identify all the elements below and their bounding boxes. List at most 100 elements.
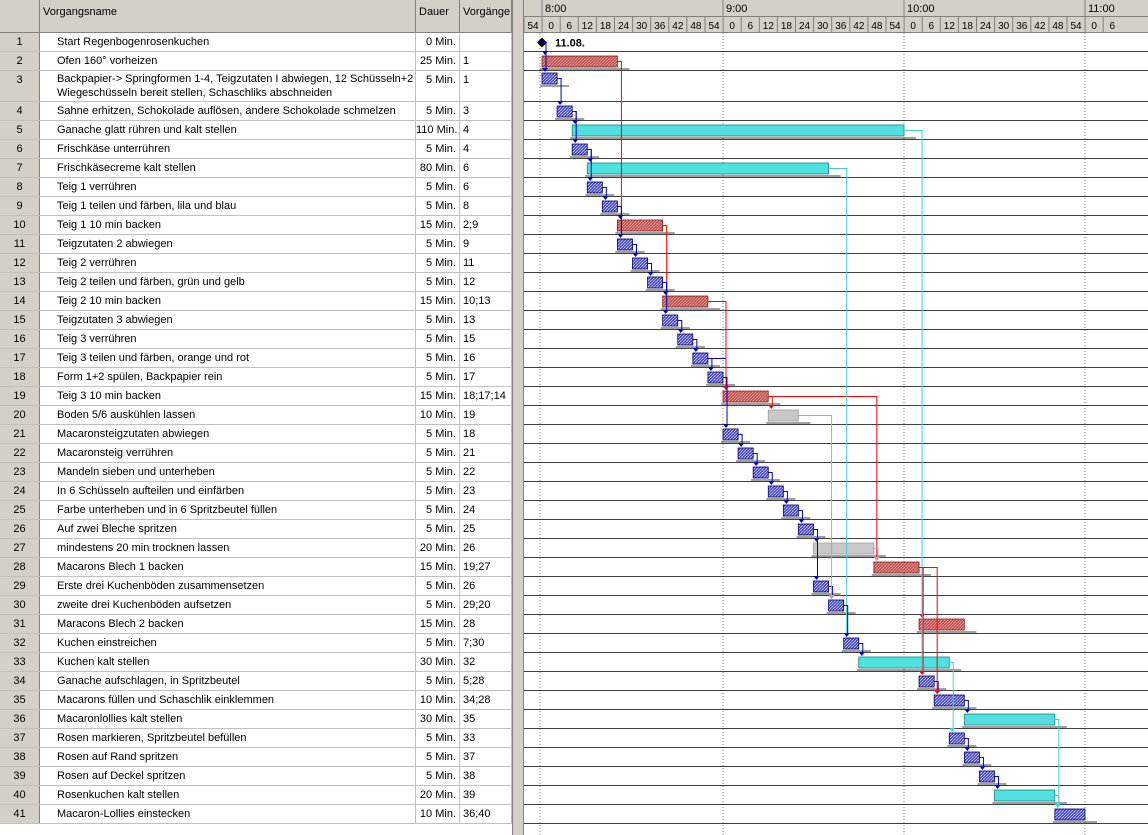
table-row[interactable]: 26 Auf zwei Bleche spritzen 5 Min. 25	[0, 520, 512, 539]
task-predecessors-cell[interactable]: 5;28	[460, 672, 512, 690]
table-row[interactable]: 33 Kuchen kalt stellen 30 Min. 32	[0, 653, 512, 672]
row-number[interactable]: 24	[0, 482, 40, 500]
row-number[interactable]: 30	[0, 596, 40, 614]
task-predecessors-cell[interactable]: 18	[460, 425, 512, 443]
row-number[interactable]: 18	[0, 368, 40, 386]
row-number[interactable]: 21	[0, 425, 40, 443]
task-predecessors-cell[interactable]: 9	[460, 235, 512, 253]
row-number[interactable]: 22	[0, 444, 40, 462]
table-row[interactable]: 34 Ganache aufschlagen, in Spritzbeutel 5 …	[0, 672, 512, 691]
table-row[interactable]: 38 Rosen auf Rand spritzen 5 Min. 37	[0, 748, 512, 767]
task-duration-cell[interactable]: 15 Min.	[416, 292, 460, 310]
row-number[interactable]: 35	[0, 691, 40, 709]
task-name-cell[interactable]: Ganache glatt rühren und kalt stellen	[40, 121, 416, 139]
task-duration-cell[interactable]: 5 Min.	[416, 520, 460, 538]
row-number[interactable]: 27	[0, 539, 40, 557]
row-number[interactable]: 6	[0, 140, 40, 158]
task-predecessors-cell[interactable]: 24	[460, 501, 512, 519]
task-name-cell[interactable]: Rosen auf Deckel spritzen	[40, 767, 416, 785]
task-name-cell[interactable]: Teigzutaten 2 abwiegen	[40, 235, 416, 253]
task-predecessors-cell[interactable]: 19;27	[460, 558, 512, 576]
task-predecessors-cell[interactable]: 4	[460, 140, 512, 158]
task-duration-cell[interactable]: 5 Min.	[416, 197, 460, 215]
row-number[interactable]: 25	[0, 501, 40, 519]
task-predecessors-cell[interactable]: 36;40	[460, 805, 512, 823]
task-predecessors-cell[interactable]: 28	[460, 615, 512, 633]
table-row[interactable]: 15 Teigzutaten 3 abwiegen 5 Min. 13	[0, 311, 512, 330]
row-number[interactable]: 1	[0, 33, 40, 51]
task-predecessors-cell[interactable]: 38	[460, 767, 512, 785]
column-header-predecessors[interactable]: Vorgänge	[460, 0, 512, 33]
task-name-cell[interactable]: Form 1+2 spülen, Backpapier rein	[40, 368, 416, 386]
task-predecessors-cell[interactable]: 26	[460, 577, 512, 595]
row-number[interactable]: 5	[0, 121, 40, 139]
task-duration-cell[interactable]: 0 Min.	[416, 33, 460, 51]
task-predecessors-cell[interactable]: 18;17;14	[460, 387, 512, 405]
task-name-cell[interactable]: Kuchen einstreichen	[40, 634, 416, 652]
table-row[interactable]: 17 Teig 3 teilen und färben, orange und r…	[0, 349, 512, 368]
task-duration-cell[interactable]: 5 Min.	[416, 178, 460, 196]
table-row[interactable]: 20 Boden 5/6 auskühlen lassen 10 Min. 19	[0, 406, 512, 425]
task-duration-cell[interactable]: 5 Min.	[416, 235, 460, 253]
table-row[interactable]: 9 Teig 1 teilen und färben, lila und blau…	[0, 197, 512, 216]
task-duration-cell[interactable]: 5 Min.	[416, 425, 460, 443]
row-number[interactable]: 36	[0, 710, 40, 728]
task-predecessors-cell[interactable]	[460, 33, 512, 51]
task-name-cell[interactable]: Teig 1 10 min backen	[40, 216, 416, 234]
row-number[interactable]: 19	[0, 387, 40, 405]
table-row[interactable]: 37 Rosen markieren, Spritzbeutel befüllen…	[0, 729, 512, 748]
task-duration-cell[interactable]: 5 Min.	[416, 501, 460, 519]
table-row[interactable]: 40 Rosenkuchen kalt stellen 20 Min. 39	[0, 786, 512, 805]
task-duration-cell[interactable]: 5 Min.	[416, 767, 460, 785]
table-row[interactable]: 28 Macarons Blech 1 backen 15 Min. 19;27	[0, 558, 512, 577]
row-number[interactable]: 15	[0, 311, 40, 329]
task-predecessors-cell[interactable]: 6	[460, 159, 512, 177]
task-duration-cell[interactable]: 15 Min.	[416, 558, 460, 576]
task-duration-cell[interactable]: 5 Min.	[416, 102, 460, 120]
task-predecessors-cell[interactable]: 29;20	[460, 596, 512, 614]
task-predecessors-cell[interactable]: 32	[460, 653, 512, 671]
task-duration-cell[interactable]: 10 Min.	[416, 691, 460, 709]
task-predecessors-cell[interactable]: 17	[460, 368, 512, 386]
task-duration-cell[interactable]: 5 Min.	[416, 596, 460, 614]
task-predecessors-cell[interactable]: 12	[460, 273, 512, 291]
task-name-cell[interactable]: Erste drei Kuchenböden zusammensetzen	[40, 577, 416, 595]
row-number[interactable]: 16	[0, 330, 40, 348]
task-predecessors-cell[interactable]: 39	[460, 786, 512, 804]
task-predecessors-cell[interactable]: 1	[460, 52, 512, 70]
task-predecessors-cell[interactable]: 7;30	[460, 634, 512, 652]
task-predecessors-cell[interactable]: 19	[460, 406, 512, 424]
task-name-cell[interactable]: In 6 Schüsseln aufteilen und einfärben	[40, 482, 416, 500]
row-number[interactable]: 40	[0, 786, 40, 804]
table-row[interactable]: 36 Macaronlollies kalt stellen 30 Min. 35	[0, 710, 512, 729]
row-number[interactable]: 12	[0, 254, 40, 272]
task-name-cell[interactable]: Teig 1 teilen und färben, lila und blau	[40, 197, 416, 215]
row-number[interactable]: 11	[0, 235, 40, 253]
task-name-cell[interactable]: Backpapier-> Springformen 1-4, Teigzutat…	[40, 71, 416, 101]
task-duration-cell[interactable]: 5 Min.	[416, 729, 460, 747]
task-duration-cell[interactable]: 5 Min.	[416, 482, 460, 500]
task-duration-cell[interactable]: 5 Min.	[416, 634, 460, 652]
pane-splitter[interactable]	[512, 0, 524, 835]
row-number[interactable]: 34	[0, 672, 40, 690]
row-number[interactable]: 38	[0, 748, 40, 766]
row-number[interactable]: 32	[0, 634, 40, 652]
table-row[interactable]: 35 Macarons füllen und Schaschlik einklem…	[0, 691, 512, 710]
task-predecessors-cell[interactable]: 23	[460, 482, 512, 500]
table-row[interactable]: 23 Mandeln sieben und unterheben 5 Min. 22	[0, 463, 512, 482]
task-duration-cell[interactable]: 80 Min.	[416, 159, 460, 177]
task-duration-cell[interactable]: 10 Min.	[416, 805, 460, 823]
task-duration-cell[interactable]: 5 Min.	[416, 577, 460, 595]
task-duration-cell[interactable]: 5 Min.	[416, 330, 460, 348]
table-row[interactable]: 14 Teig 2 10 min backen 15 Min. 10;13	[0, 292, 512, 311]
task-name-cell[interactable]: Kuchen kalt stellen	[40, 653, 416, 671]
task-predecessors-cell[interactable]: 4	[460, 121, 512, 139]
task-predecessors-cell[interactable]: 37	[460, 748, 512, 766]
task-duration-cell[interactable]: 30 Min.	[416, 710, 460, 728]
task-name-cell[interactable]: Teig 2 verrühren	[40, 254, 416, 272]
row-number[interactable]: 23	[0, 463, 40, 481]
task-name-cell[interactable]: Auf zwei Bleche spritzen	[40, 520, 416, 538]
task-duration-cell[interactable]: 5 Min.	[416, 748, 460, 766]
row-number[interactable]: 31	[0, 615, 40, 633]
row-number[interactable]: 26	[0, 520, 40, 538]
